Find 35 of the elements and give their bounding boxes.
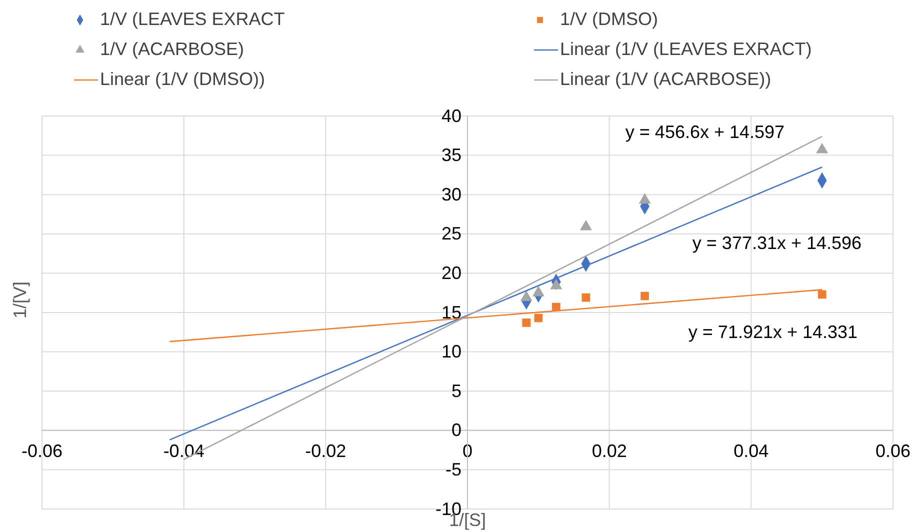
y-tick-label: 10: [441, 342, 462, 362]
legend-label: Linear (1/V (DMSO)): [100, 68, 266, 89]
y-tick-label: 0: [451, 420, 462, 440]
y-tick-label: 5: [451, 380, 462, 401]
x-tick-label: 0.06: [875, 441, 911, 462]
point: [534, 314, 543, 322]
point: [818, 290, 826, 299]
point: [640, 292, 649, 300]
annotation: y = 456.6x + 14.597: [625, 122, 785, 142]
point: [816, 142, 828, 154]
y-tick-label: 40: [441, 106, 462, 126]
x-tick-label: -0.06: [21, 441, 63, 462]
y-tick-label: -5: [445, 459, 462, 480]
point: [522, 318, 531, 327]
point: [580, 220, 592, 230]
legend-label: 1/V (DMSO): [560, 8, 658, 29]
legend-label: 1/V (LEAVES EXRACT: [100, 8, 285, 29]
y-tick-label: 15: [441, 302, 462, 322]
annotation: y = 377.31x + 14.596: [692, 232, 862, 253]
x-tick-label: -0.04: [163, 441, 204, 462]
legend-label: 1/V (ACARBOSE): [100, 38, 244, 59]
annotation: y = 71.921x + 14.331: [688, 322, 858, 342]
point: [638, 193, 651, 204]
y-tick-label: 30: [441, 184, 462, 204]
point: [520, 290, 532, 302]
y-axis-title: 1/[V]: [10, 281, 30, 319]
y-tick-label: 25: [441, 224, 462, 244]
x-tick-label: 0.02: [592, 441, 627, 462]
legend-label: Linear (1/V (ACARBOSE)): [560, 68, 772, 89]
point: [582, 293, 590, 302]
y-tick-label: 20: [441, 262, 462, 283]
x-tick-label: 0.04: [734, 441, 769, 462]
x-tick-label: -0.02: [305, 441, 346, 462]
y-tick-label: 35: [441, 145, 462, 166]
legend-label: Linear (1/V (LEAVES EXRACT): [560, 38, 812, 59]
